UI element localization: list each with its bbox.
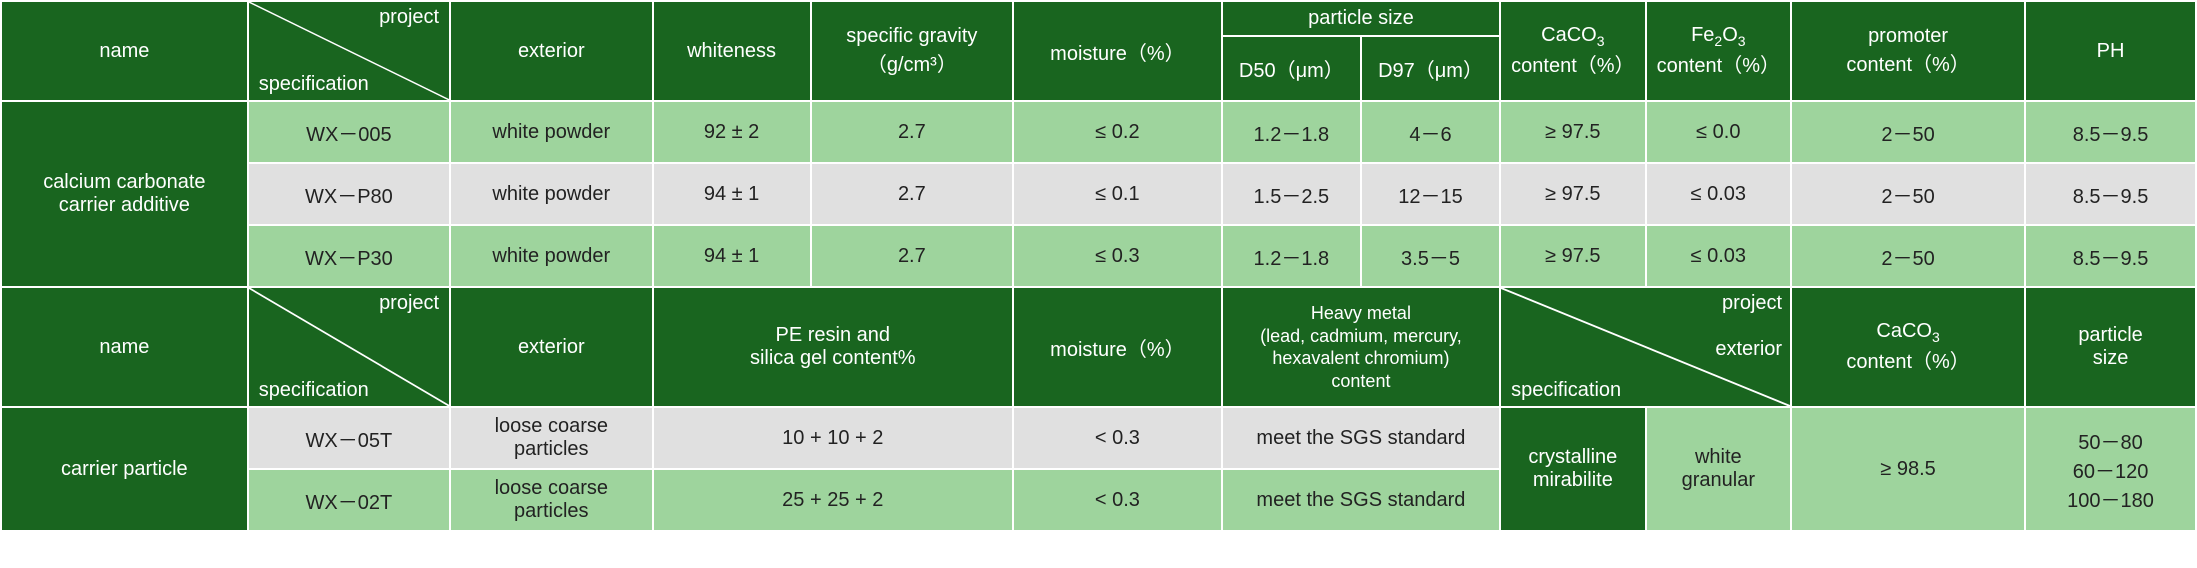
h2-diag2: project exterior specification [1500,287,1791,407]
g1-r0-d97: 4－6 [1361,101,1500,163]
h1-d50: D50（μm） [1222,36,1361,101]
h2-diag2-spec: specification [1511,379,1621,402]
h1-promoter: promotercontent（%） [1791,1,2025,101]
h2-diag2-project: project [1722,292,1782,315]
h1-d97: D97（μm） [1361,36,1500,101]
g1-r0-prom: 2－50 [1791,101,2025,163]
h2-heavy: Heavy metal(lead, cadmium, mercury,hexav… [1222,287,1500,407]
g2-right-sizes: 50－8060－120100－180 [2025,407,2196,531]
h1-psize: particle size [1222,1,1500,36]
g1-r1-white: 94 ± 1 [653,163,811,225]
g2-r1-spec: WX－02T [248,469,450,531]
h2-diag1-project: project [379,292,439,315]
g2-right-caco3: ≥ 98.5 [1791,407,2025,531]
g1-r0-white: 92 ± 2 [653,101,811,163]
g1-r2-spec: WX－P30 [248,225,450,287]
g1-r2-white: 94 ± 1 [653,225,811,287]
g1-r1-ext: white powder [450,163,652,225]
g2-right-spec: crystallinemirabilite [1500,407,1645,531]
g2-r0-spec: WX－05T [248,407,450,469]
g2-r0-heavy: meet the SGS standard [1222,407,1500,469]
g1-r1-sg: 2.7 [811,163,1013,225]
h2-psize: particlesize [2025,287,2196,407]
h2-exterior: exterior [450,287,652,407]
g1-r2-d50: 1.2－1.8 [1222,225,1361,287]
g1-r1-moist: ≤ 0.1 [1013,163,1222,225]
g1-r2-caco3: ≥ 97.5 [1500,225,1645,287]
h2-name: name [1,287,248,407]
g1-r0-ext: white powder [450,101,652,163]
h2-diag2-ext: exterior [1715,338,1782,361]
g2-r0-pe: 10 + 10 + 2 [653,407,1014,469]
h1-diag-project: project [379,6,439,29]
g1-r2-ext: white powder [450,225,652,287]
h2-caco3: CaCO3content（%） [1791,287,2025,407]
h2-diag1: project specification [248,287,450,407]
g1-r0-moist: ≤ 0.2 [1013,101,1222,163]
g1-r1-ph: 8.5－9.5 [2025,163,2196,225]
g2-right-ext: whitegranular [1646,407,1791,531]
h1-caco3: CaCO3content（%） [1500,1,1645,101]
h1-fe2o3: Fe2O3content（%） [1646,1,1791,101]
h2-diag1-spec: specification [259,379,369,402]
g2-label: carrier particle [1,407,248,531]
g1-r1-d50: 1.5－2.5 [1222,163,1361,225]
g1-r0-caco3: ≥ 97.5 [1500,101,1645,163]
g2-r1-ext: loose coarseparticles [450,469,652,531]
h1-name: name [1,1,248,101]
h1-exterior: exterior [450,1,652,101]
g2-r1-heavy: meet the SGS standard [1222,469,1500,531]
g1-r1-d97: 12－15 [1361,163,1500,225]
g1-r0-sg: 2.7 [811,101,1013,163]
g2-r1-pe: 25 + 25 + 2 [653,469,1014,531]
h1-diag-spec: specification [259,73,369,96]
g1-r2-prom: 2－50 [1791,225,2025,287]
g1-r1-fe2o3: ≤ 0.03 [1646,163,1791,225]
g2-r1-moist: < 0.3 [1013,469,1222,531]
g1-r0-ph: 8.5－9.5 [2025,101,2196,163]
h1-whiteness: whiteness [653,1,811,101]
spec-table: name project specification exterior whit… [0,0,2197,532]
h1-sg: specific gravity（g/cm³） [811,1,1013,101]
g1-r1-caco3: ≥ 97.5 [1500,163,1645,225]
g1-r0-d50: 1.2－1.8 [1222,101,1361,163]
g1-r2-d97: 3.5－5 [1361,225,1500,287]
g1-r2-sg: 2.7 [811,225,1013,287]
g1-r2-fe2o3: ≤ 0.03 [1646,225,1791,287]
h2-pe: PE resin andsilica gel content% [653,287,1014,407]
g1-r2-ph: 8.5－9.5 [2025,225,2196,287]
g1-r1-spec: WX－P80 [248,163,450,225]
g1-r0-spec: WX－005 [248,101,450,163]
h1-moisture: moisture（%） [1013,1,1222,101]
g1-r0-fe2o3: ≤ 0.0 [1646,101,1791,163]
h1-ph: PH [2025,1,2196,101]
g1-r1-prom: 2－50 [1791,163,2025,225]
h1-diag: project specification [248,1,450,101]
g1-label: calcium carbonatecarrier additive [1,101,248,287]
h2-moisture: moisture（%） [1013,287,1222,407]
g2-r0-ext: loose coarseparticles [450,407,652,469]
g1-r2-moist: ≤ 0.3 [1013,225,1222,287]
g2-r0-moist: < 0.3 [1013,407,1222,469]
